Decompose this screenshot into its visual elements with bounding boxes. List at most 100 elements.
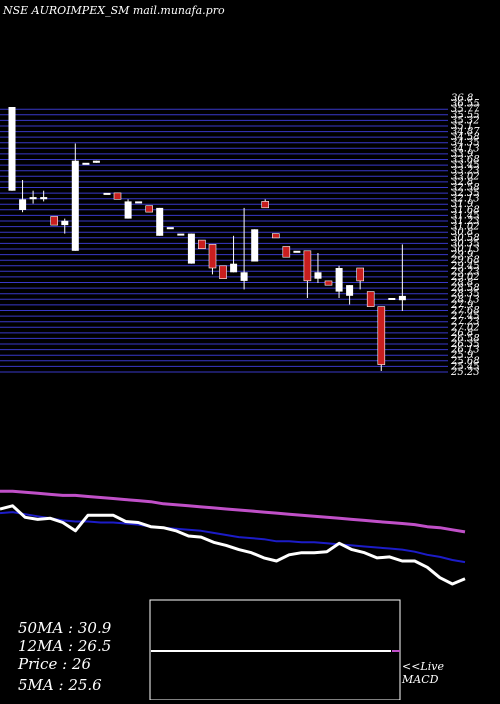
y-tick-label: 31.68: [451, 205, 480, 216]
candle: [135, 201, 143, 204]
candle: [198, 239, 206, 250]
candle: [82, 162, 90, 165]
moving-average-lines: [0, 489, 466, 586]
candle-body: [251, 229, 259, 262]
macd-label: MACD: [402, 673, 439, 686]
y-tick-label: 28.58: [450, 283, 480, 294]
candle-body: [335, 268, 343, 292]
y-tick-label: 29.68: [450, 255, 480, 266]
candle: [388, 298, 396, 300]
candle: [314, 253, 322, 283]
candle-body: [19, 199, 27, 210]
candle-body: [208, 244, 217, 269]
y-tick-label: 35.1: [451, 121, 473, 132]
candle: [50, 216, 59, 226]
y-tick-label: 34.58: [451, 132, 480, 143]
candle: [113, 192, 122, 200]
candle: [187, 233, 195, 264]
y-tick-label: 30.13: [451, 244, 480, 255]
candle: [29, 190, 37, 204]
candle-body: [293, 250, 301, 253]
y-tick-label: 28.35: [450, 289, 480, 300]
y-tick-label: 27.02: [450, 322, 480, 333]
candle-body: [113, 192, 122, 200]
candle: [71, 143, 79, 251]
candle-body: [135, 201, 143, 204]
price-candles: [8, 107, 406, 371]
candle-body: [166, 227, 174, 230]
y-tick-label: 26.35: [450, 339, 480, 350]
candle: [240, 207, 248, 290]
y-tick-label: 31.45: [451, 210, 480, 221]
price-tick-labels: 36.836.5535.7735.5535.3235.134.8734.5834…: [450, 93, 480, 378]
candle: [166, 227, 174, 230]
y-tick-label: 27.68: [450, 306, 480, 317]
ma-line-5ma: [0, 504, 466, 586]
stat-5ma: 5MA : 25.6: [18, 676, 102, 694]
candle-body: [261, 201, 270, 209]
candle: [40, 190, 48, 202]
stat-50ma: 50MA : 30.9: [18, 619, 112, 637]
y-tick-label: 26.8: [450, 328, 473, 339]
y-tick-label: 36.55: [451, 99, 480, 110]
y-tick-label: 32.35: [451, 188, 480, 199]
candle-body: [61, 220, 69, 226]
candle-body: [282, 246, 291, 258]
y-tick-label: 28.13: [450, 294, 480, 305]
candle: [398, 244, 406, 311]
y-tick-label: 33.45: [451, 160, 480, 171]
y-tick-label: 33.68: [451, 155, 480, 166]
candle-body: [92, 160, 100, 163]
y-tick-label: 27.9: [450, 300, 474, 311]
y-tick-label: 31.23: [451, 216, 480, 227]
stat-12ma: 12MA : 26.5: [18, 637, 112, 655]
candle: [219, 265, 227, 279]
candle: [377, 306, 386, 371]
candle: [293, 250, 301, 253]
candle: [324, 280, 333, 286]
y-tick-label: 25.9: [450, 350, 474, 361]
stat-price: Price : 26: [18, 655, 92, 673]
y-tick-label: 32.13: [451, 194, 480, 205]
ma-line-12ma: [0, 511, 466, 564]
candle-body: [177, 233, 185, 236]
candle-body: [50, 216, 59, 226]
candle: [19, 180, 27, 213]
candle-body: [145, 205, 153, 213]
y-tick-label: 36.8: [451, 93, 473, 104]
candle-body: [198, 239, 206, 250]
y-tick-label: 29.23: [450, 266, 480, 277]
candle: [145, 205, 153, 213]
candle-body: [398, 295, 406, 301]
y-tick-label: 29.9: [450, 250, 474, 261]
candle-body: [314, 272, 322, 279]
y-tick-label: 25.45: [450, 361, 480, 372]
candle: [303, 250, 312, 298]
candle-body: [71, 160, 79, 251]
y-tick-label: 33.23: [451, 166, 480, 177]
candle-body: [219, 265, 227, 279]
y-tick-label: 34.87: [451, 127, 480, 138]
candle-body: [187, 233, 195, 264]
candle: [156, 207, 164, 236]
y-tick-label: 35.32: [451, 115, 480, 126]
y-tick-label: 32.58: [451, 183, 480, 194]
y-tick-label: 32.8: [451, 177, 473, 188]
y-tick-label: 29.02: [450, 272, 480, 283]
candle-body: [388, 298, 396, 300]
y-tick-label: 28.8: [450, 278, 473, 289]
candle-body: [303, 250, 312, 282]
candle-body: [8, 107, 16, 191]
candle-body: [40, 197, 48, 200]
y-tick-label: 35.55: [451, 110, 480, 121]
y-tick-label: 34.35: [451, 138, 480, 149]
candle-body: [230, 263, 238, 273]
candle: [251, 229, 259, 262]
candle-body: [366, 291, 375, 307]
candle-body: [346, 285, 354, 296]
candle-body: [271, 233, 280, 239]
y-tick-label: 34.13: [451, 143, 480, 154]
y-tick-label: 31.9: [451, 199, 474, 210]
y-tick-label: 30.35: [451, 238, 480, 249]
